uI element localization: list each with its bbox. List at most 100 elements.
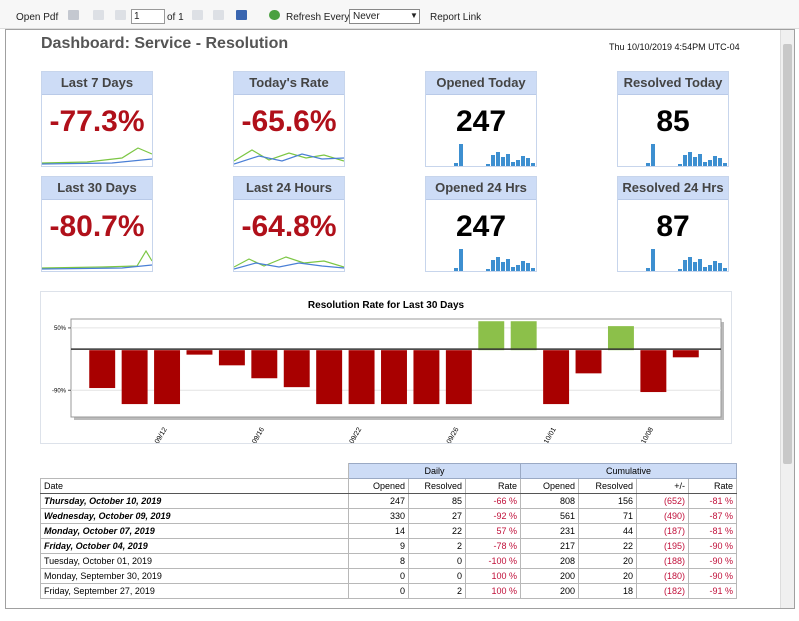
table-cell: 0 bbox=[348, 583, 409, 599]
spark-bar bbox=[459, 144, 463, 166]
table-cell: 100 % bbox=[464, 568, 522, 584]
table-cell: 561 bbox=[520, 508, 580, 524]
spark-bar bbox=[526, 263, 530, 271]
table-cell: 808 bbox=[520, 493, 580, 509]
column-header: Opened bbox=[520, 478, 580, 494]
kpi-label: Today's Rate bbox=[234, 72, 344, 95]
y-tick-label: -90% bbox=[52, 388, 67, 394]
table-row: Monday, October 07, 2019 14 22 57 % 231 44 (18… bbox=[40, 523, 738, 539]
spark-bar bbox=[718, 263, 722, 271]
chart-title: Resolution Rate for Last 30 Days bbox=[308, 300, 465, 311]
table-cell: 8 bbox=[348, 553, 409, 569]
kpi-value: 87 bbox=[656, 210, 690, 243]
spark-bar bbox=[698, 259, 702, 271]
spark-bar bbox=[501, 262, 505, 271]
bar bbox=[348, 350, 375, 405]
spark-bar bbox=[698, 154, 702, 166]
table-row: Friday, October 04, 2019 9 2 -78 % 217 22 (195… bbox=[40, 538, 738, 554]
table-row: Thursday, October 10, 2019 247 85 -66 % 808 1… bbox=[40, 493, 738, 509]
bar bbox=[543, 350, 570, 405]
icon bbox=[213, 10, 224, 20]
scroll-thumb[interactable] bbox=[783, 44, 792, 464]
table-cell: (490) bbox=[636, 508, 690, 524]
spark-bar bbox=[511, 162, 515, 166]
report-frame: Dashboard: Service - Resolution Thu 10/1… bbox=[5, 29, 795, 609]
table-cell: 200 bbox=[520, 583, 580, 599]
spark-bar bbox=[678, 164, 682, 166]
table-cell: 247 bbox=[348, 493, 409, 509]
sparkline bbox=[454, 249, 535, 271]
table-cell: 200 bbox=[520, 568, 580, 584]
table-cell: -87 % bbox=[688, 508, 738, 524]
table-cell: (180) bbox=[636, 568, 690, 584]
bar bbox=[316, 350, 343, 405]
table-cell: (182) bbox=[636, 583, 690, 599]
spark-line bbox=[42, 158, 152, 165]
kpi-card: Opened 24 Hrs 247 bbox=[425, 176, 537, 272]
kpi-label: Resolved 24 Hrs bbox=[618, 177, 728, 200]
sparkline bbox=[42, 147, 152, 165]
kpi-label: Opened Today bbox=[426, 72, 536, 95]
table-cell: (195) bbox=[636, 538, 690, 554]
open-pdf[interactable]: Open Pdf bbox=[16, 12, 59, 23]
kpi-value: 247 bbox=[455, 105, 507, 138]
column-header: Rate bbox=[688, 478, 738, 494]
spark-bar bbox=[491, 260, 495, 271]
kpi-label: Last 30 Days bbox=[42, 177, 152, 200]
page-input[interactable]: 1 bbox=[131, 9, 165, 24]
kpi-value: 85 bbox=[656, 105, 690, 138]
sparkline bbox=[234, 149, 344, 165]
spark-bar bbox=[718, 158, 722, 166]
scrollbar[interactable] bbox=[780, 30, 794, 608]
bar bbox=[154, 350, 181, 405]
icon[interactable] bbox=[68, 10, 79, 20]
spark-bar bbox=[646, 268, 650, 271]
sparkline bbox=[454, 144, 535, 166]
table-cell: -90 % bbox=[688, 553, 738, 569]
spark-bar bbox=[521, 261, 525, 271]
column-header: Resolved bbox=[578, 478, 638, 494]
spark-bar bbox=[454, 163, 458, 166]
refresh-select[interactable]: Never bbox=[349, 9, 420, 24]
header-cell bbox=[40, 463, 349, 479]
spark-bar bbox=[693, 262, 697, 271]
kpi-label: Last 7 Days bbox=[42, 72, 152, 95]
table-row: Friday, September 27, 2019 0 2 100 % 200 18 (1… bbox=[40, 583, 738, 599]
column-header: Date bbox=[40, 478, 349, 494]
x-tick-label: 09/22 bbox=[348, 426, 363, 443]
refresh-icon[interactable] bbox=[269, 10, 280, 20]
table-cell: 20 bbox=[578, 553, 638, 569]
data-table: Daily Cumulative Date Opened Resolved Rate Ope… bbox=[40, 463, 738, 599]
table-panel: Daily Cumulative Date Opened Resolved Rate Ope… bbox=[40, 463, 738, 599]
x-tick-label: 10/08 bbox=[640, 426, 655, 443]
spark-bar bbox=[506, 154, 510, 166]
column-header: Resolved bbox=[408, 478, 466, 494]
spark-bar bbox=[708, 160, 712, 166]
table-cell: Monday, October 07, 2019 bbox=[40, 523, 349, 539]
timestamp: Thu 10/10/2019 4:54PM UTC-04 bbox=[609, 42, 740, 52]
kpi-card: Last 30 Days -80.7% bbox=[41, 176, 153, 272]
spark-bar bbox=[531, 163, 535, 166]
save-icon[interactable] bbox=[236, 10, 247, 20]
table-cell: 2 bbox=[408, 538, 466, 554]
x-tick-label: 10/01 bbox=[543, 426, 558, 443]
bar bbox=[381, 350, 407, 405]
spark-bar bbox=[708, 265, 712, 271]
bar bbox=[413, 350, 440, 405]
table-cell: (188) bbox=[636, 553, 690, 569]
sparkline bbox=[234, 256, 344, 270]
table-cell: Wednesday, October 09, 2019 bbox=[40, 508, 349, 524]
table-cell: 217 bbox=[520, 538, 580, 554]
bar bbox=[283, 350, 310, 388]
spark-bar bbox=[703, 267, 707, 271]
spark-bar bbox=[651, 144, 655, 166]
spark-bar bbox=[693, 157, 697, 166]
spark-bar bbox=[491, 155, 495, 166]
spark-bar bbox=[683, 260, 687, 271]
report-link[interactable]: Report Link bbox=[430, 12, 482, 23]
table-cell: 0 bbox=[408, 553, 466, 569]
spark-bar bbox=[651, 249, 655, 271]
spark-line bbox=[234, 256, 344, 268]
x-tick-label: 09/26 bbox=[446, 426, 461, 443]
spark-bar bbox=[511, 267, 515, 271]
